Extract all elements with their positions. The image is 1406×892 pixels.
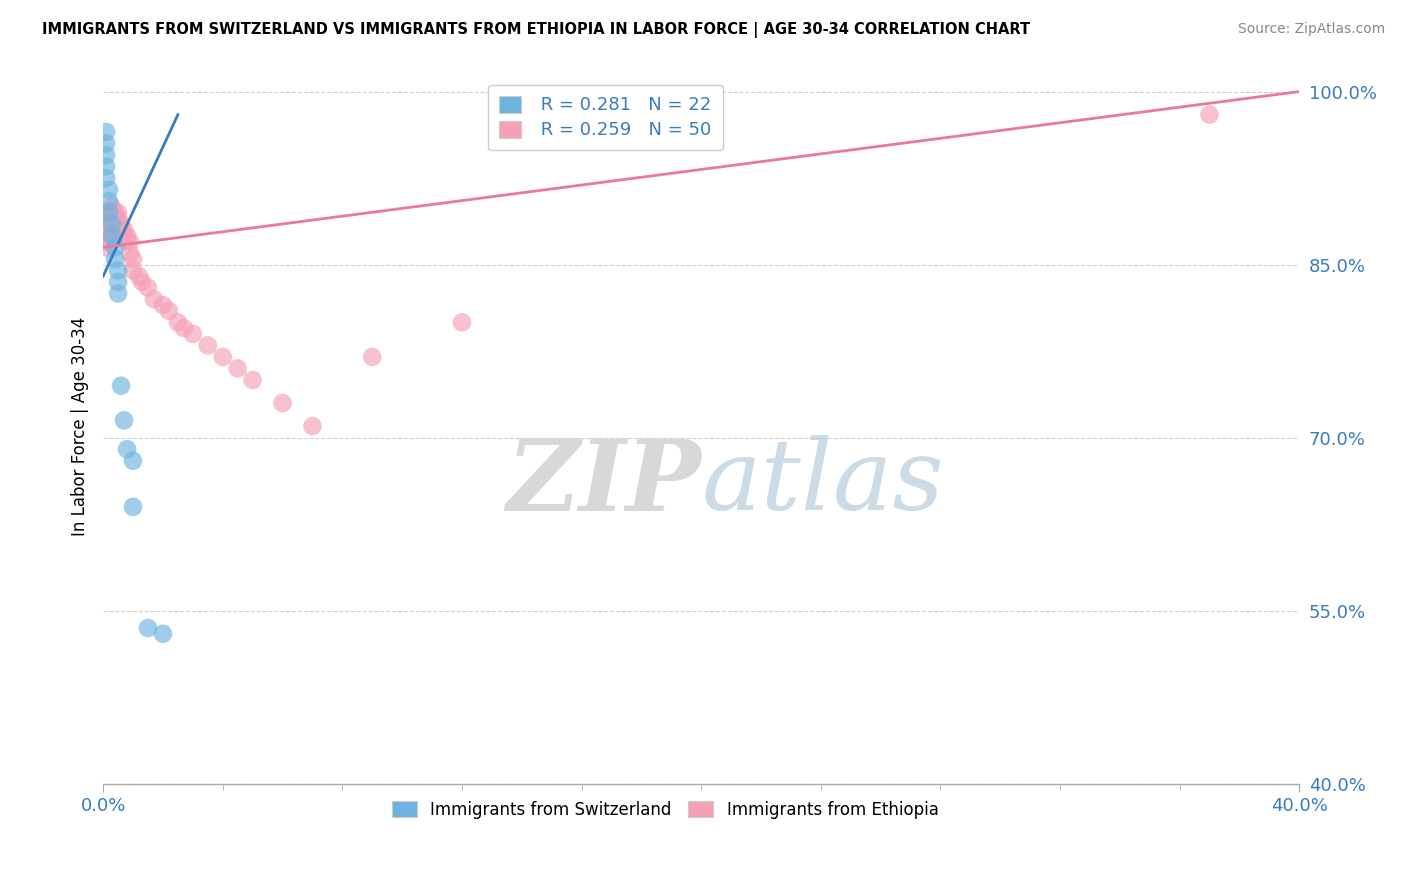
Point	[94, 125, 117, 139]
Point	[107, 286, 129, 301]
Point	[104, 211, 127, 226]
Point	[104, 217, 127, 231]
Point	[94, 217, 117, 231]
Point	[110, 378, 132, 392]
Point	[112, 228, 135, 243]
Point	[118, 235, 141, 249]
Point	[101, 217, 124, 231]
Point	[197, 338, 219, 352]
Point	[110, 217, 132, 231]
Text: Source: ZipAtlas.com: Source: ZipAtlas.com	[1237, 22, 1385, 37]
Point	[107, 217, 129, 231]
Point	[94, 223, 117, 237]
Point	[136, 281, 159, 295]
Point	[242, 373, 264, 387]
Legend: Immigrants from Switzerland, Immigrants from Ethiopia: Immigrants from Switzerland, Immigrants …	[385, 794, 945, 825]
Point	[107, 275, 129, 289]
Point	[115, 235, 138, 249]
Point	[118, 246, 141, 260]
Point	[152, 627, 174, 641]
Point	[122, 252, 145, 266]
Point	[122, 454, 145, 468]
Point	[112, 223, 135, 237]
Point	[152, 298, 174, 312]
Point	[115, 228, 138, 243]
Point	[98, 228, 121, 243]
Point	[98, 183, 121, 197]
Point	[98, 205, 121, 219]
Point	[94, 211, 117, 226]
Point	[98, 217, 121, 231]
Point	[94, 160, 117, 174]
Point	[167, 315, 190, 329]
Point	[98, 205, 121, 219]
Point	[1198, 108, 1220, 122]
Point	[104, 240, 127, 254]
Point	[128, 269, 150, 284]
Point	[101, 205, 124, 219]
Point	[181, 326, 204, 341]
Point	[94, 228, 117, 243]
Text: ZIP: ZIP	[506, 435, 702, 532]
Point	[122, 500, 145, 514]
Point	[101, 228, 124, 243]
Point	[94, 235, 117, 249]
Point	[94, 148, 117, 162]
Point	[104, 205, 127, 219]
Point	[98, 211, 121, 226]
Point	[110, 223, 132, 237]
Point	[136, 621, 159, 635]
Point	[451, 315, 474, 329]
Point	[107, 263, 129, 277]
Point	[131, 275, 153, 289]
Point	[107, 211, 129, 226]
Point	[361, 350, 384, 364]
Point	[101, 200, 124, 214]
Point	[301, 419, 323, 434]
Point	[112, 413, 135, 427]
Point	[211, 350, 233, 364]
Point	[107, 205, 129, 219]
Point	[101, 211, 124, 226]
Point	[115, 442, 138, 457]
Point	[143, 292, 166, 306]
Text: atlas: atlas	[702, 435, 943, 531]
Point	[157, 303, 180, 318]
Point	[98, 223, 121, 237]
Point	[98, 194, 121, 209]
Point	[271, 396, 294, 410]
Point	[94, 171, 117, 186]
Point	[104, 252, 127, 266]
Point	[226, 361, 249, 376]
Point	[94, 240, 117, 254]
Y-axis label: In Labor Force | Age 30-34: In Labor Force | Age 30-34	[72, 317, 89, 536]
Point	[173, 321, 195, 335]
Text: IMMIGRANTS FROM SWITZERLAND VS IMMIGRANTS FROM ETHIOPIA IN LABOR FORCE | AGE 30-: IMMIGRANTS FROM SWITZERLAND VS IMMIGRANT…	[42, 22, 1031, 38]
Point	[94, 205, 117, 219]
Point	[101, 217, 124, 231]
Point	[122, 263, 145, 277]
Point	[94, 136, 117, 151]
